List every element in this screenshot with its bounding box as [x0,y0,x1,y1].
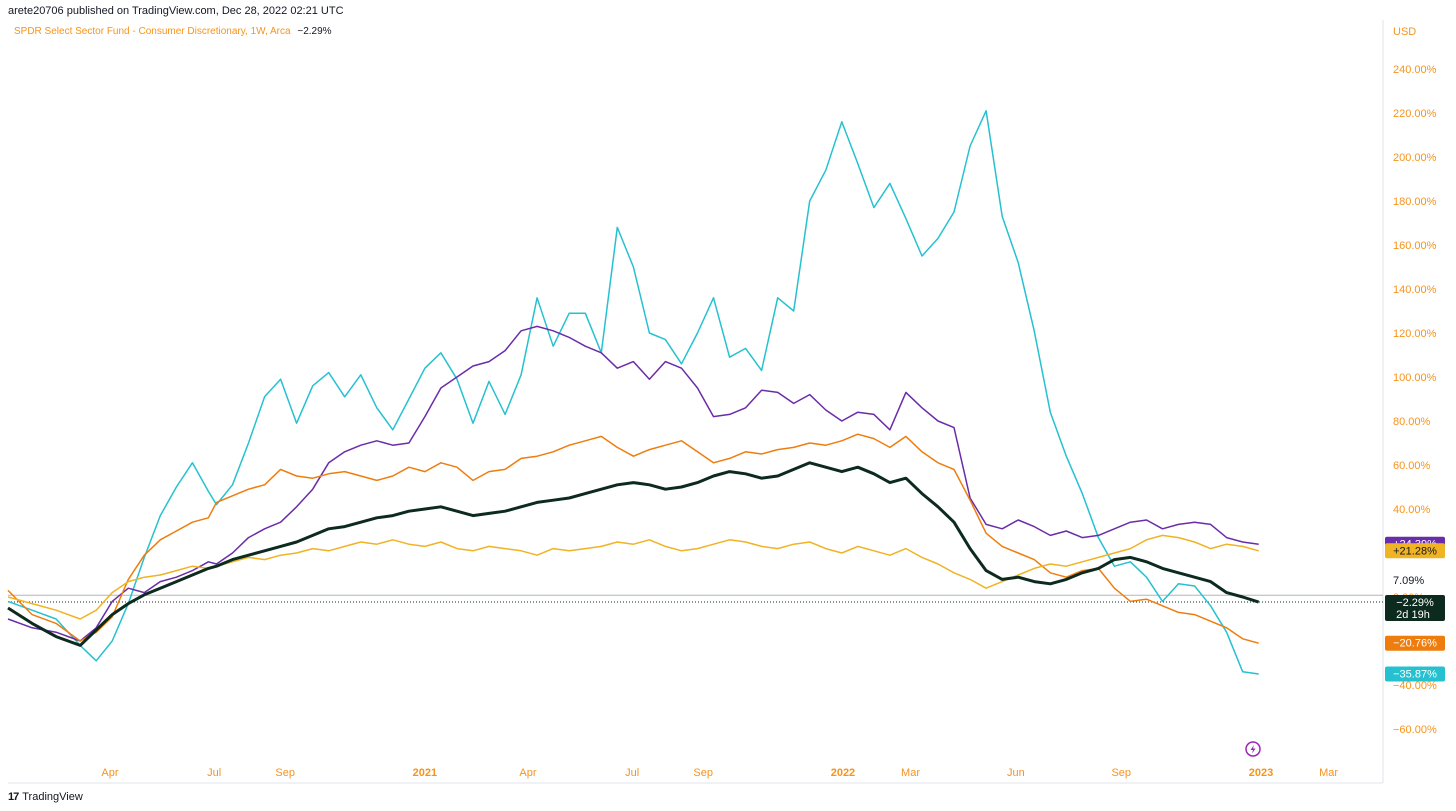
reference-lines: 7.09% [8,575,1424,603]
x-tick-label: Apr [101,767,118,779]
badge-orange: −20.76% [1385,635,1445,651]
y-tick-label: 180.00% [1393,196,1437,208]
badge-label: −35.87% [1393,669,1437,681]
x-axis-ticks: Apr Jul Sep 2021 Apr Jul Sep 2022 Mar Jun Sep 2023 M… [101,767,1338,779]
lightning-icon[interactable] [1245,741,1261,757]
x-tick-label: Sep [275,767,295,779]
footer-brand[interactable]: 17 TradingView [8,791,83,803]
y-tick-label: 40.00% [1393,504,1431,516]
series-line-main [7,461,1260,647]
y-axis-unit-label: USD [1393,26,1416,38]
publish-header: arete20706 published on TradingView.com,… [8,5,344,17]
y-tick-label: 240.00% [1393,64,1437,76]
x-tick-label: Mar [1319,767,1338,779]
y-tick-label: 100.00% [1393,372,1437,384]
x-tick-label: 2023 [1249,767,1273,779]
y-tick-label: 160.00% [1393,240,1437,252]
series-line-yellow [7,534,1259,620]
y-axis-ticks: −60.00%−40.00%−20.00%0.00%20.00%40.00%60… [1393,64,1437,736]
reference-line-label: 7.09% [1393,575,1424,587]
x-tick-label: Sep [1111,767,1131,779]
y-tick-label: 200.00% [1393,152,1437,164]
badge-yellow: +21.28% [1385,543,1445,559]
time-badge-label: 2d 19h [1396,609,1430,621]
chart-legend: SPDR Select Sector Fund - Consumer Discr… [14,26,332,37]
y-tick-label: 80.00% [1393,416,1431,428]
badge-cyan: −35.87% [1385,666,1445,682]
badge-label: −20.76% [1393,638,1437,650]
y-tick-label: 120.00% [1393,328,1437,340]
footer-brand-label: TradingView [22,791,83,803]
x-tick-label: Apr [519,767,536,779]
x-tick-label: Sep [693,767,713,779]
tradingview-logo-icon: 17 [8,791,19,803]
x-tick-label: Jun [1007,767,1025,779]
series-line-cyan [7,110,1259,675]
series-line-purple [7,325,1259,642]
y-tick-label: −60.00% [1393,724,1437,736]
badge-main: −2.29%2d 19h [1385,595,1445,622]
x-tick-label: 2021 [413,767,437,779]
legend-change: −2.29% [297,26,332,37]
price-badges: −35.87%+24.39%−20.76%+21.28%−2.29%2d 19h [1385,536,1445,682]
badge-label: −2.29% [1396,597,1434,609]
y-tick-label: 140.00% [1393,284,1437,296]
y-tick-label: 60.00% [1393,460,1431,472]
x-tick-label: Jul [625,767,639,779]
series-line-orange [7,433,1259,644]
legend-symbol[interactable]: SPDR Select Sector Fund - Consumer Discr… [14,26,291,37]
series-lines [7,110,1260,675]
y-tick-label: 220.00% [1393,108,1437,120]
x-tick-label: 2022 [831,767,855,779]
x-tick-label: Jul [207,767,221,779]
x-tick-label: Mar [901,767,920,779]
badge-label: +21.28% [1393,545,1437,557]
y-tick-label: −40.00% [1393,680,1437,692]
